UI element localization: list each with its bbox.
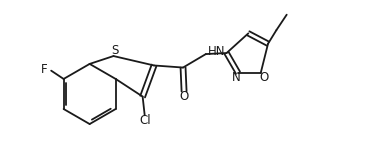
Text: O: O	[259, 71, 269, 84]
Text: N: N	[232, 71, 240, 84]
Text: Cl: Cl	[139, 114, 151, 127]
Text: HN: HN	[208, 45, 226, 58]
Text: O: O	[180, 90, 189, 104]
Text: S: S	[111, 44, 118, 57]
Text: F: F	[41, 63, 48, 76]
